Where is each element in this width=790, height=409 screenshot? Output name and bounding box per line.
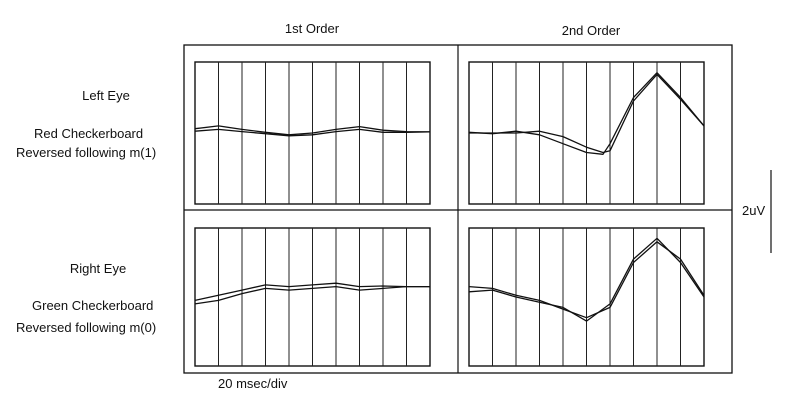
row-label-red-checkerboard: Red Checkerboard (34, 126, 144, 141)
row-label-reversed-m1: Reversed following m(1) (16, 145, 157, 160)
column-header-1st-order: 1st Order (284, 21, 340, 36)
panel-top-right (468, 61, 705, 205)
row-label-right-eye: Right Eye (69, 261, 127, 276)
row-label-green-checkerboard: Green Checkerboard (32, 298, 154, 313)
amplitude-scale-label: 2uV (742, 203, 766, 218)
trace-1 (468, 72, 705, 155)
trace-2 (468, 237, 705, 322)
panel-bottom-right (468, 227, 705, 367)
panel-bottom-left (194, 227, 431, 367)
trace-2 (194, 285, 430, 305)
trace-2 (194, 128, 431, 137)
column-header-2nd-order: 2nd Order (561, 23, 621, 38)
trace-1 (194, 282, 430, 302)
row-label-left-eye: Left Eye (82, 88, 130, 103)
trace-1 (468, 241, 705, 319)
trace-1 (194, 125, 431, 136)
time-scale-label: 20 msec/div (218, 376, 288, 391)
row-label-reversed-m0: Reversed following m(0) (16, 320, 157, 335)
panel-top-left (194, 61, 431, 205)
trace-2 (469, 73, 705, 154)
